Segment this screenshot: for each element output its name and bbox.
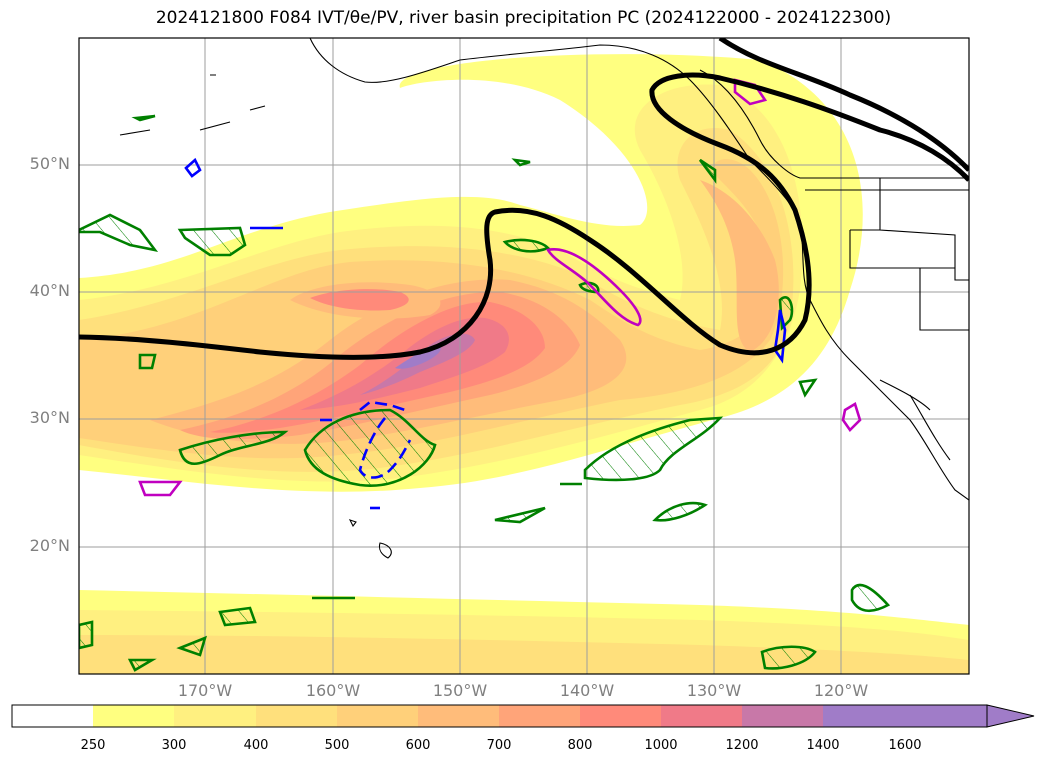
- colorbar-swatch: [499, 705, 580, 727]
- lon-label: 170°W: [177, 681, 233, 700]
- map-title: 2024121800 F084 IVT/θe/PV, river basin p…: [155, 8, 892, 28]
- colorbar-swatch: [823, 705, 905, 727]
- colorbar-swatch: [742, 705, 823, 727]
- lon-label: 140°W: [559, 681, 615, 700]
- map-frame: [78, 37, 970, 675]
- pv-contours: [79, 114, 891, 672]
- ivt-lines: [79, 38, 969, 360]
- lon-label: 150°W: [432, 681, 488, 700]
- colorbar-swatch: [256, 705, 337, 727]
- lon-label: 120°W: [813, 681, 869, 700]
- ivt-shading: [79, 54, 969, 674]
- colorbar-tick-label: 500: [324, 738, 350, 753]
- lat-label: 20°N: [29, 536, 70, 555]
- lat-label: 40°N: [29, 281, 70, 300]
- lon-label: 160°W: [305, 681, 361, 700]
- colorbar-swatch: [337, 705, 418, 727]
- colorbar-tick-label: 250: [80, 738, 106, 753]
- colorbar-swatch: [418, 705, 499, 727]
- colorbar: [11, 704, 1035, 728]
- colorbar-swatch: [905, 705, 987, 727]
- colorbar-tick-label: 1400: [806, 738, 840, 753]
- graticule: [79, 38, 969, 674]
- colorbar-tick-label: 300: [161, 738, 187, 753]
- theta-contours: [184, 157, 787, 510]
- coastlines: [119, 38, 969, 559]
- colorbar-swatch: [12, 705, 93, 727]
- colorbar-frame: [11, 704, 988, 728]
- colorbar-tick-label: 400: [243, 738, 269, 753]
- lat-label: 50°N: [29, 154, 70, 173]
- lat-label: 30°N: [29, 408, 70, 427]
- colorbar-tick-label: 1000: [644, 738, 678, 753]
- lon-label: 130°W: [686, 681, 742, 700]
- colorbar-tick-label: 1600: [888, 738, 922, 753]
- colorbar-extend-arrow: [986, 704, 1035, 728]
- colorbar-tick-label: 600: [405, 738, 431, 753]
- colorbar-swatch: [93, 705, 174, 727]
- colorbar-tick-label: 1200: [725, 738, 759, 753]
- colorbar-swatch: [580, 705, 661, 727]
- colorbar-tick-label: 700: [486, 738, 512, 753]
- colorbar-swatch: [174, 705, 256, 727]
- colorbar-tick-label: 800: [567, 738, 593, 753]
- colorbar-swatch: [661, 705, 742, 727]
